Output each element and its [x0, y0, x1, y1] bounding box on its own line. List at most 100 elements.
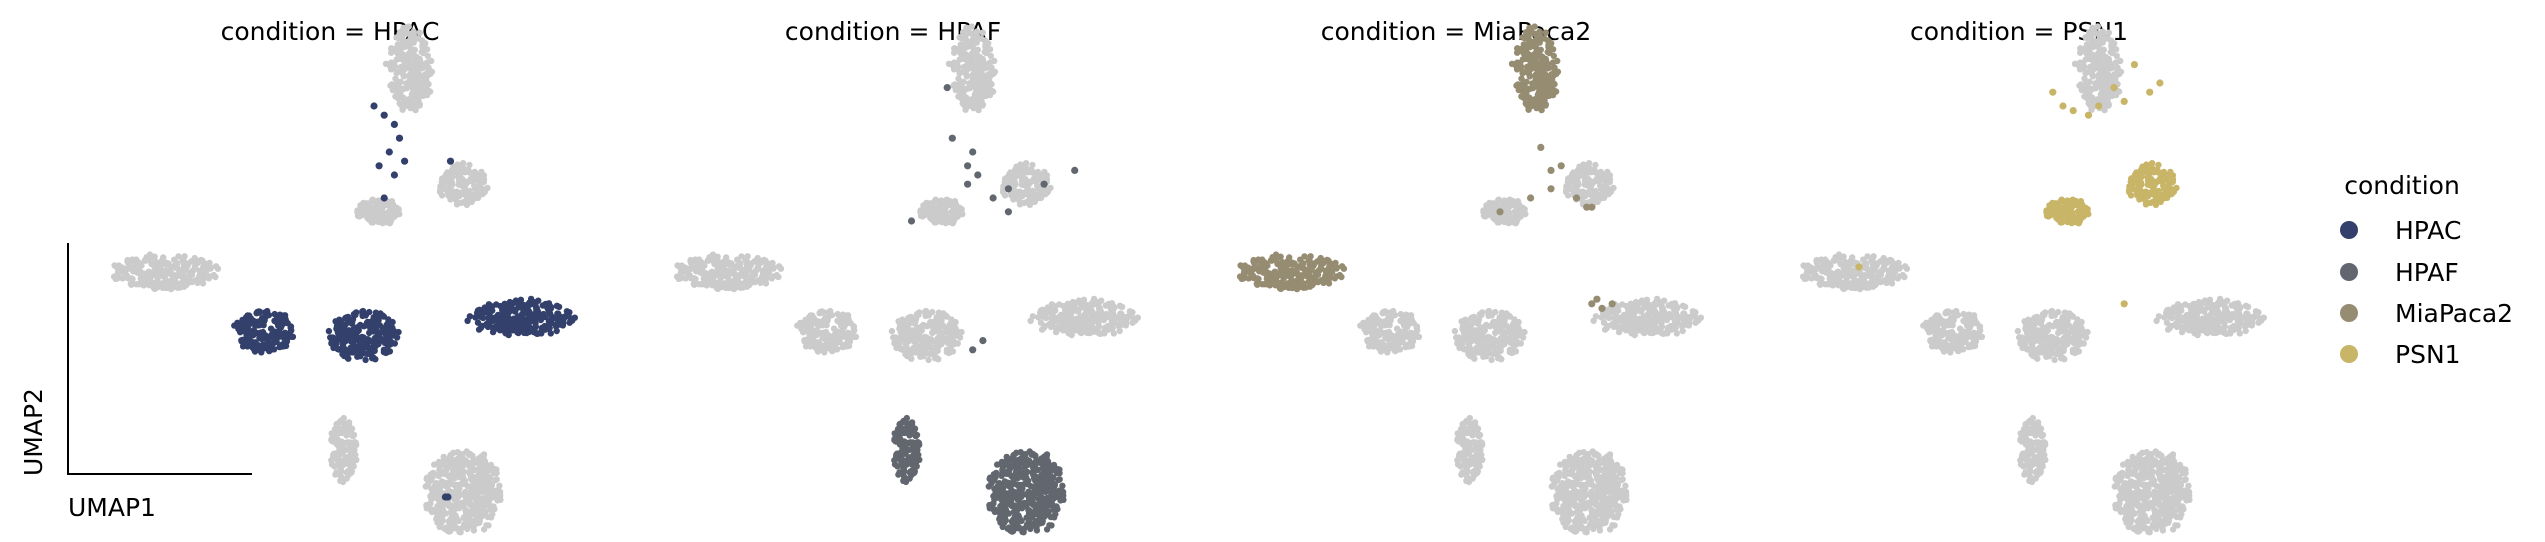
- background-point: [1092, 326, 1100, 333]
- background-point: [380, 200, 387, 207]
- cell-point: [493, 301, 500, 308]
- background-point: [385, 213, 392, 221]
- cell-point: [380, 194, 388, 202]
- background-point: [192, 265, 199, 272]
- background-point: [1084, 307, 1092, 315]
- background-point: [1461, 461, 1468, 468]
- cell-point: [906, 430, 913, 438]
- background-point: [1483, 321, 1490, 329]
- background-point: [1511, 213, 1518, 221]
- background-point: [1055, 323, 1062, 330]
- background-point: [987, 52, 994, 60]
- background-point: [1462, 425, 1470, 433]
- background-point: [1570, 169, 1577, 176]
- background-point: [1667, 313, 1675, 321]
- background-point: [706, 254, 713, 261]
- background-point: [1618, 323, 1625, 330]
- background-point: [129, 275, 136, 283]
- background-point: [906, 351, 914, 359]
- background-point: [730, 269, 738, 276]
- background-point: [917, 345, 924, 353]
- background-point: [1114, 314, 1121, 321]
- cell-point: [1004, 185, 1013, 193]
- background-point: [958, 208, 965, 215]
- background-point: [935, 205, 943, 212]
- background-point: [1465, 450, 1472, 457]
- background-point: [1592, 161, 1599, 169]
- background-point: [917, 334, 925, 341]
- background-point: [829, 347, 837, 354]
- background-point: [452, 492, 459, 499]
- background-point: [335, 441, 342, 448]
- background-point: [739, 284, 747, 291]
- cell-point: [401, 157, 409, 165]
- background-point: [804, 326, 811, 333]
- background-point: [428, 474, 435, 481]
- background-point: [1512, 199, 1519, 206]
- background-point: [475, 509, 482, 516]
- background-point: [1593, 177, 1600, 185]
- background-point: [413, 77, 420, 85]
- background-point: [120, 266, 127, 273]
- cell-point: [1019, 485, 1026, 492]
- cell-point: [395, 134, 404, 142]
- cell-point: [1023, 521, 1031, 528]
- cell-point: [256, 334, 263, 342]
- cell-point: [485, 301, 493, 308]
- background-point: [1101, 324, 1109, 331]
- cell-point: [529, 326, 537, 333]
- background-point: [720, 265, 727, 273]
- background-point: [1011, 187, 1018, 195]
- cell-point: [390, 171, 398, 179]
- cell-point: [466, 313, 474, 320]
- background-point: [920, 321, 927, 329]
- background-point: [1093, 299, 1101, 306]
- background-point: [343, 446, 351, 453]
- background-point: [991, 68, 999, 76]
- cell-point: [1047, 513, 1055, 521]
- background-point: [496, 489, 504, 496]
- background-point: [480, 186, 487, 193]
- cell-point: [552, 323, 560, 330]
- background-point: [966, 29, 973, 37]
- cell-point: [492, 323, 499, 330]
- background-point: [1030, 169, 1037, 176]
- background-point: [894, 336, 901, 343]
- background-point: [979, 29, 986, 36]
- cell-point: [891, 435, 898, 443]
- background-point: [418, 48, 425, 56]
- background-point: [972, 89, 980, 96]
- background-point: [1583, 177, 1591, 184]
- background-point: [899, 316, 906, 323]
- cell-point: [1018, 517, 1025, 525]
- cell-point: [260, 314, 267, 321]
- background-point: [457, 491, 464, 498]
- cell-point: [1049, 464, 1056, 471]
- background-point: [1467, 330, 1474, 338]
- background-point: [395, 208, 402, 215]
- cell-point: [516, 328, 523, 335]
- cell-point: [354, 328, 361, 336]
- background-point: [1580, 190, 1587, 198]
- background-point: [970, 65, 977, 73]
- background-point: [1600, 194, 1608, 201]
- cell-point: [236, 321, 243, 328]
- cell-point: [1015, 492, 1022, 499]
- background-point: [162, 281, 170, 288]
- background-point: [941, 208, 949, 215]
- background-point: [423, 502, 430, 509]
- background-point: [402, 65, 409, 73]
- background-point: [697, 269, 704, 276]
- background-point: [199, 257, 206, 264]
- background-point: [1029, 161, 1036, 169]
- background-point: [952, 318, 959, 326]
- background-point: [844, 315, 852, 322]
- cell-point: [1059, 482, 1066, 489]
- background-point: [927, 350, 934, 358]
- background-point: [739, 268, 746, 275]
- background-point: [436, 523, 443, 531]
- background-point: [810, 330, 817, 337]
- background-point: [1485, 310, 1492, 317]
- background-point: [985, 40, 992, 47]
- background-point: [930, 344, 938, 352]
